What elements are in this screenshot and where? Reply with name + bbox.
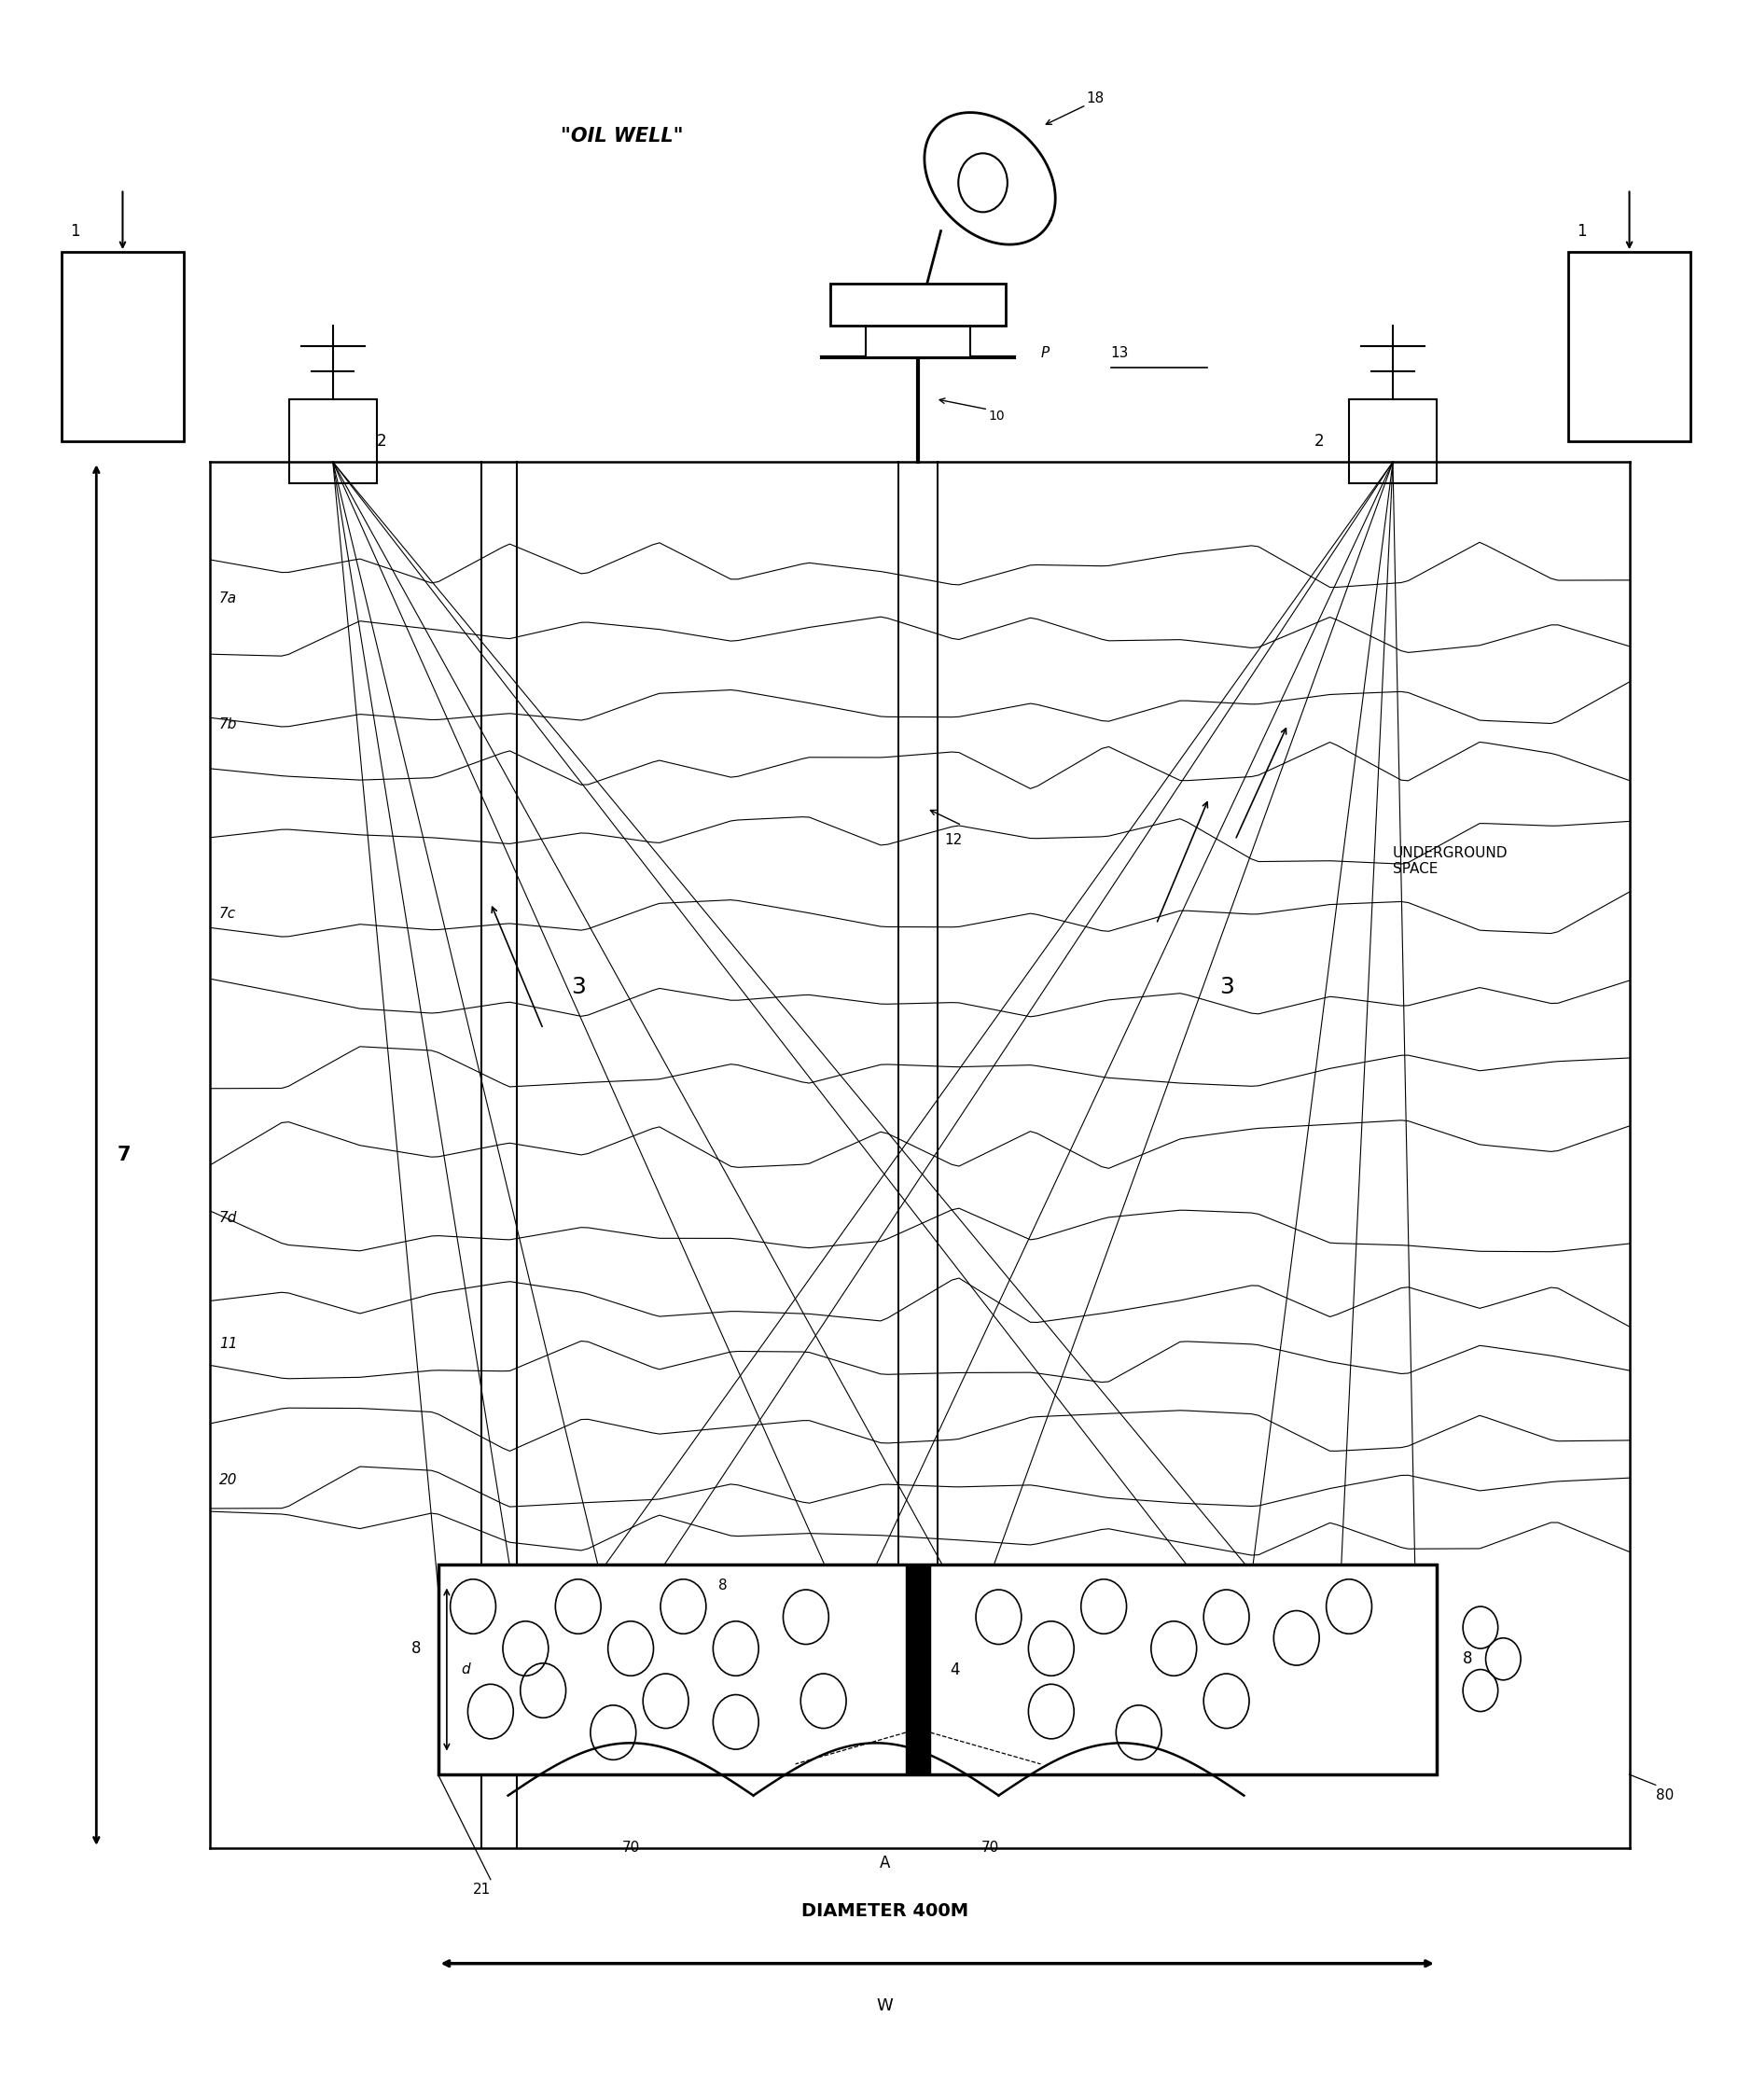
Text: 7: 7 <box>117 1147 131 1163</box>
Text: 10: 10 <box>988 410 1004 422</box>
Text: 70: 70 <box>981 1842 999 1854</box>
Text: 70: 70 <box>622 1842 639 1854</box>
Text: 1: 1 <box>1577 223 1587 239</box>
Text: W: W <box>876 1997 894 2014</box>
Text: 21: 21 <box>473 1884 491 1896</box>
Bar <box>830 284 1006 326</box>
Text: d: d <box>461 1663 470 1676</box>
Text: 13: 13 <box>1111 346 1128 359</box>
Bar <box>438 1564 1437 1774</box>
Text: 8: 8 <box>1463 1651 1473 1667</box>
Text: 8: 8 <box>412 1640 422 1657</box>
Text: 7a: 7a <box>219 592 237 605</box>
Text: 12: 12 <box>944 834 962 846</box>
Text: 11: 11 <box>219 1338 237 1350</box>
Text: 2: 2 <box>1314 433 1325 449</box>
Text: 7b: 7b <box>219 718 237 731</box>
Text: P: P <box>1041 346 1049 359</box>
Text: 7c: 7c <box>219 907 237 920</box>
Text: UNDERGROUND
SPACE: UNDERGROUND SPACE <box>1393 846 1508 876</box>
Text: 3: 3 <box>1219 977 1233 998</box>
Text: A: A <box>880 1854 890 1871</box>
Bar <box>865 304 971 357</box>
Text: "OIL WELL": "OIL WELL" <box>561 128 683 145</box>
Bar <box>1349 399 1437 483</box>
Text: 18: 18 <box>1086 92 1104 105</box>
Text: DIAMETER 400M: DIAMETER 400M <box>801 1903 969 1919</box>
Bar <box>1568 252 1691 441</box>
Text: 80: 80 <box>1656 1789 1673 1802</box>
Text: 3: 3 <box>571 977 585 998</box>
Text: 20: 20 <box>219 1474 237 1487</box>
Bar <box>289 399 377 483</box>
Text: 7d: 7d <box>219 1212 237 1224</box>
Bar <box>906 1564 930 1774</box>
Bar <box>61 252 184 441</box>
Text: 4: 4 <box>950 1661 960 1678</box>
Text: 2: 2 <box>377 433 387 449</box>
Text: 1: 1 <box>70 223 81 239</box>
Text: 8: 8 <box>718 1579 727 1592</box>
